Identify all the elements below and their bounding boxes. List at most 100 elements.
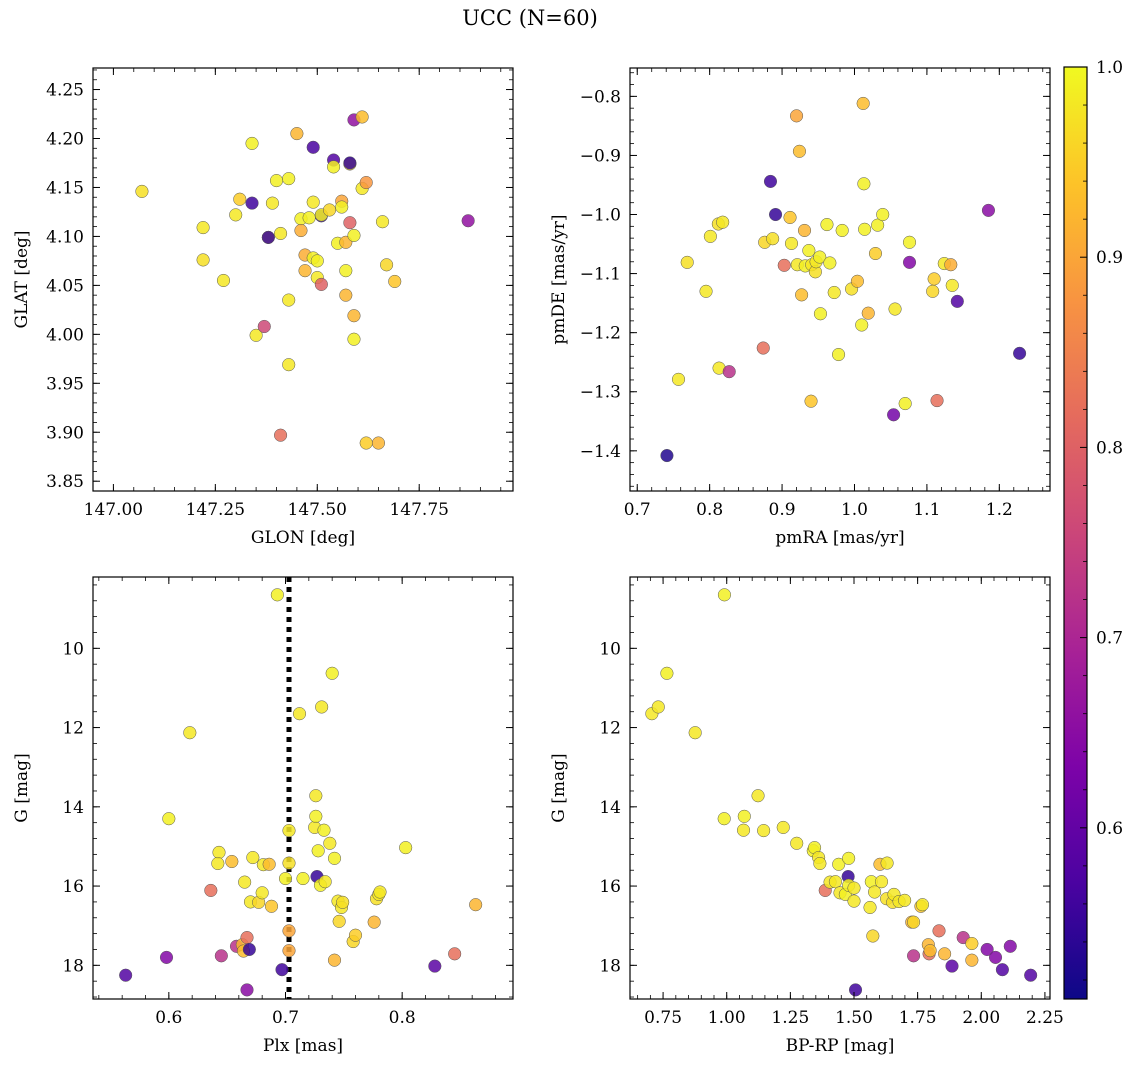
y-axis-label: G [mag] bbox=[12, 753, 32, 822]
data-point bbox=[380, 258, 394, 272]
data-point bbox=[736, 823, 751, 837]
data-point bbox=[322, 203, 337, 217]
data-point bbox=[1003, 939, 1017, 953]
data-point bbox=[332, 914, 346, 928]
y-tick-label: 4.25 bbox=[46, 81, 84, 101]
colorbar-tick-label: 1.0 bbox=[1096, 58, 1123, 78]
data-point bbox=[265, 196, 279, 210]
x-tick-label: 1.00 bbox=[708, 1008, 746, 1028]
data-point bbox=[777, 258, 791, 272]
data-point bbox=[339, 264, 353, 278]
data-point bbox=[270, 588, 284, 602]
x-tick-label: 0.6 bbox=[155, 1008, 182, 1028]
y-tick-label: 4.00 bbox=[46, 325, 84, 345]
data-point bbox=[275, 963, 289, 977]
data-point bbox=[923, 944, 937, 958]
data-point bbox=[204, 883, 218, 897]
data-point bbox=[371, 436, 385, 450]
data-point bbox=[835, 223, 849, 238]
data-point bbox=[907, 915, 921, 929]
data-point bbox=[249, 328, 263, 342]
data-point bbox=[302, 211, 316, 225]
data-point bbox=[855, 318, 869, 332]
data-point bbox=[660, 666, 674, 680]
data-point bbox=[318, 875, 332, 889]
x-tick-label: 0.9 bbox=[769, 500, 796, 520]
data-point bbox=[980, 942, 994, 957]
data-point bbox=[847, 894, 861, 908]
data-point bbox=[944, 258, 958, 272]
data-point bbox=[797, 223, 812, 238]
data-point bbox=[981, 203, 995, 217]
data-point bbox=[355, 110, 369, 124]
x-tick-label: 147.00 bbox=[84, 500, 143, 520]
data-point bbox=[887, 408, 901, 422]
y-tick-label: −1.1 bbox=[580, 265, 621, 285]
data-point bbox=[159, 950, 174, 964]
data-point bbox=[211, 856, 225, 871]
data-point bbox=[861, 306, 875, 320]
data-point bbox=[388, 274, 402, 289]
colorbar: 0.6 0.7 0.8 0.9 1.0 bbox=[1063, 58, 1123, 1000]
data-point bbox=[245, 136, 259, 150]
data-point bbox=[347, 332, 361, 346]
panel-1: 147.00 147.25 147.50 147.75 3.85 3.90 3.95 4.00… bbox=[12, 67, 514, 548]
data-point bbox=[261, 230, 275, 244]
data-point bbox=[359, 176, 373, 190]
x-tick-label: 1.25 bbox=[771, 1008, 809, 1028]
data-point bbox=[945, 278, 959, 292]
data-point bbox=[915, 898, 930, 912]
data-point bbox=[278, 871, 293, 886]
data-point bbox=[813, 856, 827, 871]
data-point bbox=[769, 207, 783, 222]
data-point bbox=[216, 273, 231, 288]
y-tick-label: 3.95 bbox=[46, 374, 84, 394]
data-point bbox=[699, 284, 713, 298]
x-tick-label: 147.75 bbox=[389, 500, 448, 520]
points bbox=[135, 110, 475, 450]
data-point bbox=[461, 214, 475, 228]
y-tick-label: −1.2 bbox=[580, 324, 621, 344]
data-point bbox=[469, 898, 483, 912]
points bbox=[645, 588, 1038, 997]
y-tick-label: −0.8 bbox=[580, 87, 621, 107]
x-tick-label: 1.0 bbox=[841, 500, 868, 520]
data-point bbox=[945, 959, 959, 973]
x-tick-label: 2.00 bbox=[962, 1008, 1000, 1028]
data-point bbox=[233, 192, 247, 206]
data-point bbox=[214, 949, 228, 963]
data-point bbox=[717, 812, 731, 826]
data-point bbox=[292, 707, 307, 721]
data-point bbox=[763, 174, 778, 188]
data-point bbox=[359, 436, 373, 450]
data-point bbox=[327, 160, 341, 174]
colorbar-frame bbox=[1063, 66, 1088, 1000]
data-point bbox=[343, 156, 357, 170]
data-point bbox=[348, 928, 363, 942]
data-point bbox=[832, 857, 846, 871]
y-tick-label: 12 bbox=[62, 719, 84, 739]
data-point bbox=[802, 244, 816, 258]
data-point bbox=[756, 341, 770, 355]
axes-frame bbox=[629, 576, 1051, 1000]
data-point bbox=[737, 809, 751, 823]
data-point bbox=[938, 947, 952, 961]
figure-title: UCC (N=60) bbox=[462, 6, 598, 30]
data-point bbox=[314, 277, 328, 291]
y-tick-label: 3.85 bbox=[46, 472, 84, 492]
y-tick-label: −1.0 bbox=[580, 206, 621, 226]
colorbar-tick-label: 0.9 bbox=[1096, 248, 1123, 268]
data-point bbox=[790, 836, 804, 850]
data-point bbox=[323, 836, 337, 850]
data-point bbox=[832, 347, 846, 362]
y-tick-label: 3.90 bbox=[46, 423, 84, 443]
colorbar-tick-label: 0.6 bbox=[1096, 819, 1123, 839]
data-point bbox=[119, 968, 133, 982]
data-point bbox=[848, 983, 863, 997]
y-tick-label: 18 bbox=[62, 956, 84, 976]
data-point bbox=[325, 666, 339, 680]
data-point bbox=[660, 449, 674, 463]
data-point bbox=[965, 953, 979, 967]
data-point bbox=[858, 222, 872, 236]
